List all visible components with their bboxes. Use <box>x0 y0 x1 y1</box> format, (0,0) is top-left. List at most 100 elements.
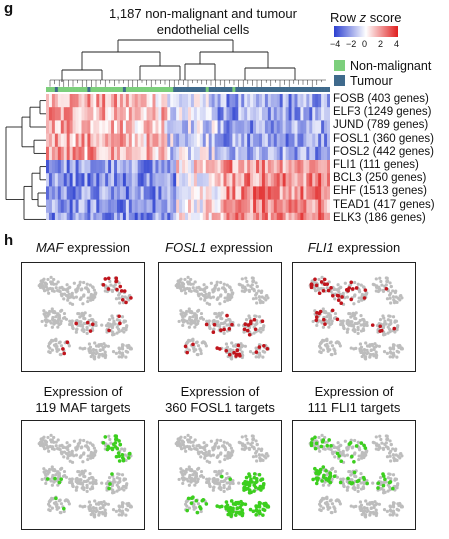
annotation-bar-cell <box>170 87 174 92</box>
tsne-cell-point <box>323 435 327 440</box>
tsne-cell-point <box>326 345 330 349</box>
tsne-cell-point <box>229 288 233 292</box>
tsne-cell-point <box>326 349 330 353</box>
tsne-cell-point <box>201 340 205 344</box>
heatmap-cell <box>294 173 298 187</box>
heatmap-cell <box>303 146 307 161</box>
tsne-cell-point <box>368 354 372 358</box>
tsne-cell-point <box>318 449 322 453</box>
heatmap-cell <box>81 133 85 148</box>
heatmap-cell <box>223 212 227 220</box>
heatmap-cell <box>196 199 201 214</box>
heatmap-cell <box>140 94 144 108</box>
tsne-cell-point <box>183 311 187 315</box>
tsne-cell-point <box>46 287 50 291</box>
heatmap-cell <box>276 146 281 161</box>
tsne-cell-point <box>251 455 256 459</box>
tsne-highlight-point <box>260 319 265 324</box>
tsne-cell-point <box>177 283 182 287</box>
tsne-cell-point <box>215 280 219 284</box>
tsne-highlight-point <box>118 321 122 326</box>
heatmap-cell <box>315 146 319 161</box>
tsne-cell-point <box>68 480 72 485</box>
tsne-cell-point <box>184 449 188 453</box>
tsne-cell-point <box>251 276 255 280</box>
tsne-cell-point <box>89 453 93 457</box>
heatmap-cell <box>229 160 233 174</box>
tsne-cell-point <box>92 288 96 292</box>
tsne-highlight-point <box>122 289 127 293</box>
tsne-highlight-point <box>254 513 258 517</box>
heatmap-cell <box>149 120 153 134</box>
heatmap-cell <box>185 94 189 108</box>
heatmap-cell <box>256 160 260 174</box>
tsne-cell-point <box>388 488 392 492</box>
heatmap-cell <box>176 212 180 220</box>
heatmap-cell <box>167 199 171 214</box>
tsne-cell-point <box>248 350 253 354</box>
tsne-cell-point <box>341 451 345 456</box>
heatmap-cell <box>170 186 174 200</box>
heatmap-cell <box>72 146 76 161</box>
heatmap-cell <box>205 133 210 148</box>
heatmap-cell <box>321 107 325 121</box>
tsne-cell-point <box>80 324 85 328</box>
tsne-cell-point <box>178 280 182 284</box>
heatmap-cell <box>276 173 281 187</box>
tsne-cell-point <box>78 346 82 350</box>
tsne-cell-point <box>332 316 337 320</box>
tsne-cell-point <box>219 316 223 320</box>
heatmap-cell <box>208 120 212 134</box>
heatmap-cell <box>72 212 76 220</box>
heatmap-cell <box>241 186 245 200</box>
heatmap-cell <box>122 133 127 148</box>
heatmap-cell <box>108 133 112 148</box>
tsne-cell-point <box>364 449 368 453</box>
tsne-cell-point <box>48 319 52 323</box>
heatmap-cell <box>235 186 239 200</box>
heatmap-cell <box>315 160 319 174</box>
heatmap-cell <box>78 94 82 108</box>
heatmap-cell <box>253 107 257 121</box>
tsne-highlight-point <box>321 465 326 469</box>
tsne-cell-point <box>60 452 64 456</box>
tsne-cell-point <box>317 435 321 440</box>
heatmap-cell <box>241 133 245 148</box>
tsne-cell-point <box>183 435 187 440</box>
heatmap-cell <box>279 120 283 134</box>
tsne-cell-point <box>115 325 119 329</box>
heatmap-cell <box>114 107 118 121</box>
tsne-cell-point <box>79 454 83 459</box>
heatmap-cell <box>51 186 56 200</box>
heatmap-cell <box>54 199 59 214</box>
tsne-cell-point <box>68 319 72 323</box>
heatmap-cell <box>312 173 316 187</box>
row-label: FLI1 (111 genes) <box>333 159 419 172</box>
tsne-cell-point <box>261 328 265 332</box>
heatmap-cell <box>48 120 53 134</box>
tsne-cell-point <box>323 310 328 314</box>
tsne-highlight-point <box>107 328 111 333</box>
heatmap-cell <box>259 146 263 161</box>
tsne-cell-point <box>345 319 349 323</box>
tsne-cell-point <box>374 355 378 360</box>
heatmap-cell <box>315 186 319 200</box>
heatmap-cell <box>238 120 242 134</box>
annotation-bar-cell <box>155 87 159 92</box>
tsne-cell-point <box>85 489 89 493</box>
heatmap-cell <box>114 120 118 134</box>
heatmap-cell <box>90 133 94 148</box>
heatmap-cell <box>99 173 103 187</box>
tsne-cell-point <box>57 472 61 476</box>
heatmap-cell <box>226 94 230 108</box>
heatmap-cell <box>315 94 319 108</box>
tsne-highlight-point <box>259 488 263 492</box>
annotation-bar-cell <box>223 87 227 92</box>
heatmap-cell <box>318 173 322 187</box>
heatmap-cell <box>185 133 189 148</box>
tsne-cell-point <box>331 452 335 456</box>
heatmap-cell <box>48 212 53 220</box>
tsne-cell-point <box>339 285 343 289</box>
tsne-plot-maf-targets <box>21 420 145 530</box>
tsne-title-fli1-rest: expression <box>333 240 401 255</box>
